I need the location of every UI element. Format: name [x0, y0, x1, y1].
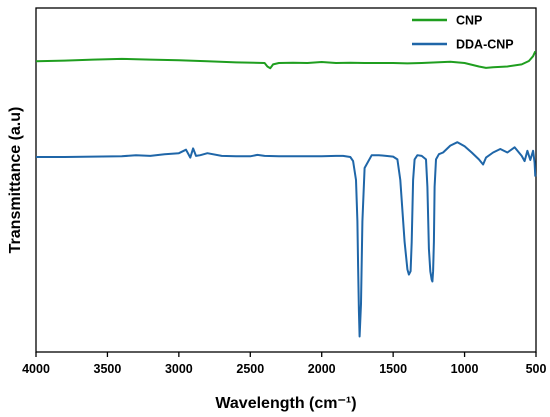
x-tick-label: 2500 [236, 362, 264, 376]
x-axis-title: Wavelength (cm⁻¹) [215, 395, 356, 412]
x-tick-label: 3500 [94, 362, 122, 376]
legend-label: DDA-CNP [456, 38, 514, 52]
plot-border [35, 7, 537, 353]
x-tick-label: 4000 [22, 362, 50, 376]
x-tick-label: 3000 [165, 362, 193, 376]
plot-frame [35, 7, 537, 353]
series-layer [35, 50, 537, 338]
series-line-cnp [35, 50, 537, 70]
x-tick-label: 1000 [451, 362, 479, 376]
legend-label: CNP [456, 14, 482, 28]
x-axis-ticks: 4000 3500 3000 2500 2000 1500 1000 500 [22, 352, 546, 376]
x-tick-label: 1500 [379, 362, 407, 376]
y-axis-title: Transmittance (a.u) [7, 107, 24, 254]
x-tick-label: 2000 [308, 362, 336, 376]
x-tick-label: 500 [526, 362, 547, 376]
legend: CNP DDA-CNP [412, 14, 514, 52]
series-line-dda-cnp [36, 141, 537, 338]
